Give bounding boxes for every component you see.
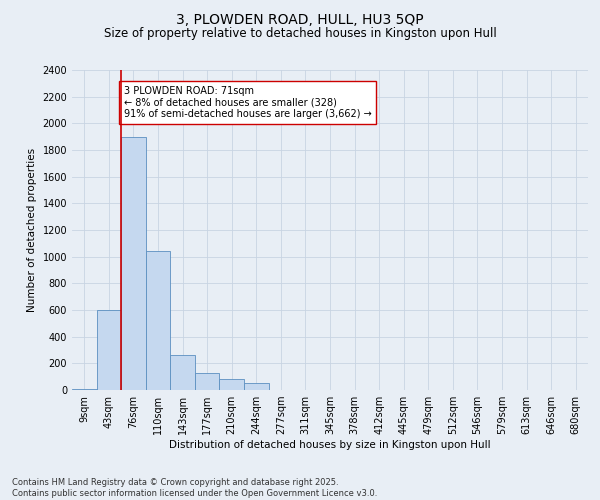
Bar — [195, 372, 220, 390]
Text: 3 PLOWDEN ROAD: 71sqm
← 8% of detached houses are smaller (328)
91% of semi-deta: 3 PLOWDEN ROAD: 71sqm ← 8% of detached h… — [124, 86, 371, 119]
Bar — [121, 136, 146, 390]
Bar — [170, 356, 195, 390]
Y-axis label: Number of detached properties: Number of detached properties — [27, 148, 37, 312]
Text: 3, PLOWDEN ROAD, HULL, HU3 5QP: 3, PLOWDEN ROAD, HULL, HU3 5QP — [176, 12, 424, 26]
Text: Size of property relative to detached houses in Kingston upon Hull: Size of property relative to detached ho… — [104, 28, 496, 40]
Bar — [97, 310, 121, 390]
Bar — [220, 380, 244, 390]
Bar — [244, 382, 269, 390]
Text: Contains HM Land Registry data © Crown copyright and database right 2025.
Contai: Contains HM Land Registry data © Crown c… — [12, 478, 377, 498]
X-axis label: Distribution of detached houses by size in Kingston upon Hull: Distribution of detached houses by size … — [169, 440, 491, 450]
Bar — [146, 252, 170, 390]
